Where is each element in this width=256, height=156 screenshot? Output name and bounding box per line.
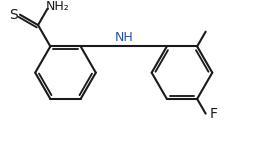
Text: NH₂: NH₂ bbox=[46, 0, 70, 13]
Text: NH: NH bbox=[114, 31, 133, 44]
Text: S: S bbox=[9, 8, 18, 22]
Text: F: F bbox=[209, 107, 217, 121]
